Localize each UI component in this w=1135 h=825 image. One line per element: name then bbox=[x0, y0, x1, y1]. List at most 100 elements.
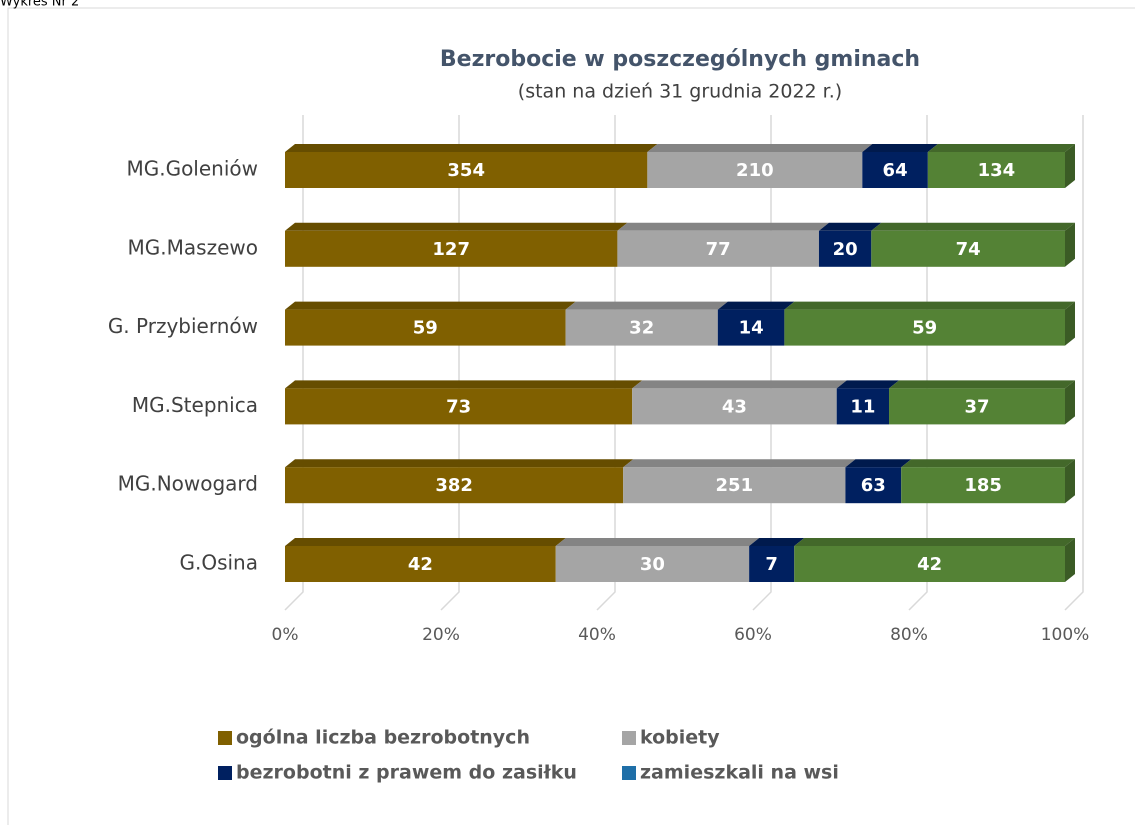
data-label: 354 bbox=[447, 160, 485, 181]
bar bbox=[901, 467, 1065, 504]
legend-label: bezrobotni z prawem do zasiłku bbox=[236, 762, 577, 784]
bar bbox=[862, 152, 928, 188]
bar-top bbox=[784, 301, 1075, 310]
bar bbox=[845, 467, 902, 504]
x-tick-label: 100% bbox=[1041, 625, 1090, 645]
bar-top bbox=[285, 144, 658, 152]
bar-top bbox=[717, 301, 795, 310]
bar bbox=[836, 388, 890, 425]
grid-line bbox=[908, 115, 928, 611]
data-label: 32 bbox=[629, 318, 654, 339]
caption: Wykres Nr 2 bbox=[0, 0, 79, 10]
bar bbox=[647, 152, 863, 188]
bar bbox=[889, 388, 1065, 425]
bar bbox=[632, 388, 837, 425]
bar-top bbox=[647, 144, 873, 152]
bar-side bbox=[1065, 380, 1075, 425]
bar bbox=[285, 546, 556, 582]
bar-top bbox=[862, 144, 938, 152]
bar bbox=[794, 546, 1065, 582]
bar-side bbox=[1065, 459, 1075, 504]
legend-marker bbox=[622, 731, 636, 745]
grid-line bbox=[596, 115, 616, 611]
x-tick-label: 40% bbox=[578, 625, 616, 645]
y-tick-label: G.Osina bbox=[179, 551, 258, 575]
bar bbox=[749, 546, 795, 582]
x-tick-label: 60% bbox=[734, 625, 772, 645]
bar bbox=[818, 230, 872, 267]
legend-label: kobiety bbox=[640, 727, 720, 749]
data-label: 127 bbox=[432, 239, 470, 260]
bar bbox=[871, 230, 1065, 267]
bar bbox=[285, 388, 633, 425]
x-tick-label: 20% bbox=[422, 625, 460, 645]
data-label: 59 bbox=[912, 318, 937, 339]
bar bbox=[617, 230, 819, 267]
grid-line bbox=[440, 115, 460, 611]
y-tick-label: MG.Goleniów bbox=[126, 157, 258, 181]
bar-top bbox=[285, 459, 634, 468]
bar-top bbox=[749, 538, 805, 546]
grid-line bbox=[284, 115, 304, 611]
bar-top bbox=[623, 459, 856, 468]
bar-side bbox=[1065, 222, 1075, 267]
data-label: 74 bbox=[956, 239, 981, 260]
data-label: 382 bbox=[435, 475, 473, 496]
bar bbox=[285, 467, 624, 504]
data-label: 7 bbox=[765, 554, 778, 575]
legend-marker bbox=[218, 766, 232, 780]
data-label: 64 bbox=[883, 160, 908, 181]
bar-top bbox=[901, 459, 1075, 468]
bar bbox=[565, 309, 718, 346]
bar bbox=[927, 152, 1065, 188]
x-tick-label: 0% bbox=[272, 625, 299, 645]
grid-line bbox=[1064, 115, 1084, 611]
bar-top bbox=[836, 380, 900, 389]
data-label: 134 bbox=[978, 160, 1016, 181]
legend-label: zamieszkali na wsi bbox=[640, 762, 839, 784]
bar-side bbox=[1065, 144, 1075, 188]
chart-border bbox=[7, 7, 1135, 825]
bar bbox=[623, 467, 846, 504]
y-tick-label: MG.Nowogard bbox=[118, 472, 258, 496]
data-label: 30 bbox=[640, 554, 665, 575]
chart-subtitle: (stan na dzień 31 grudnia 2022 r.) bbox=[518, 81, 842, 103]
bar-top bbox=[285, 222, 628, 231]
bar-side bbox=[1065, 301, 1075, 346]
bar-top bbox=[285, 538, 566, 546]
data-label: 11 bbox=[850, 396, 875, 417]
legend-marker bbox=[218, 731, 232, 745]
bar-top bbox=[632, 380, 847, 389]
y-tick-label: MG.Maszewo bbox=[128, 235, 258, 259]
data-label: 73 bbox=[446, 396, 471, 417]
bar-top bbox=[285, 301, 576, 310]
data-label: 42 bbox=[917, 554, 942, 575]
data-label: 251 bbox=[716, 475, 754, 496]
bar-top bbox=[871, 222, 1075, 231]
bar bbox=[784, 309, 1065, 346]
bar bbox=[285, 309, 566, 346]
bar-top bbox=[889, 380, 1075, 389]
bar-top bbox=[794, 538, 1075, 546]
data-label: 63 bbox=[861, 475, 886, 496]
data-label: 43 bbox=[722, 396, 747, 417]
bar-top bbox=[555, 538, 760, 546]
data-label: 20 bbox=[833, 239, 858, 260]
bar-top bbox=[927, 144, 1075, 152]
bar bbox=[555, 546, 750, 582]
data-label: 37 bbox=[964, 396, 989, 417]
bar bbox=[717, 309, 785, 346]
legend-label: ogólna liczba bezrobotnych bbox=[236, 727, 530, 749]
data-label: 42 bbox=[408, 554, 433, 575]
bar-top bbox=[818, 222, 882, 231]
legend-marker bbox=[622, 766, 636, 780]
bar-side bbox=[1065, 538, 1075, 582]
x-tick-label: 80% bbox=[890, 625, 928, 645]
bar-top bbox=[565, 301, 728, 310]
data-label: 14 bbox=[739, 318, 764, 339]
data-label: 77 bbox=[706, 239, 731, 260]
grid-line bbox=[752, 115, 772, 611]
y-tick-label: G. Przybiernów bbox=[108, 314, 258, 338]
data-label: 210 bbox=[736, 160, 774, 181]
